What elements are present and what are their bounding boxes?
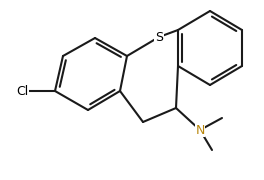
Text: N: N [195,123,205,136]
Text: S: S [155,30,163,44]
Text: Cl: Cl [16,84,28,98]
